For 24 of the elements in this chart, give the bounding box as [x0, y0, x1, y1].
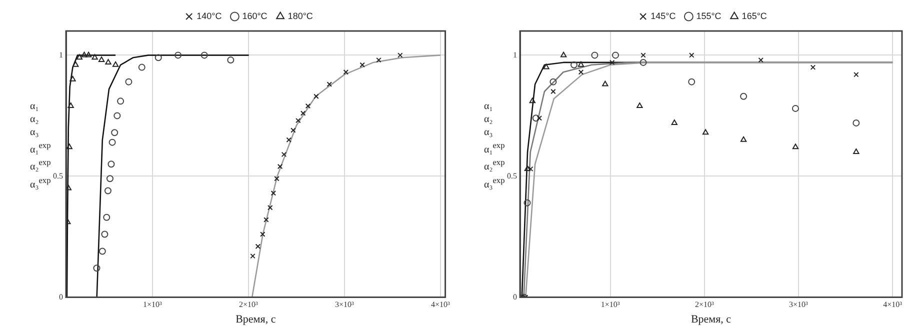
- legend-label: 145°C: [650, 10, 676, 21]
- y-tick-label: 1: [59, 50, 63, 60]
- x-axis-title: Время, с: [690, 313, 732, 326]
- x-tick-label: 1×10³: [600, 300, 620, 310]
- legend-label: 160°C: [242, 10, 268, 21]
- y-tick-label: 0.5: [53, 171, 63, 180]
- legend-label: 155°C: [696, 10, 722, 21]
- y-tick-label: 0: [59, 292, 63, 302]
- x-axis-title: Время, с: [236, 313, 276, 326]
- legend-label: 140°C: [196, 10, 222, 21]
- y-tick-label: 0.5: [507, 171, 517, 180]
- y-tick-label: 0: [513, 292, 517, 302]
- text: α₁ α₂ α₃ α₁$^{exp}$ α₂$^{exp}$ α₃$^{exp}$: [484, 101, 505, 190]
- x-tick-label: 2×10³: [694, 300, 714, 310]
- x-tick-label: 4×10³: [883, 300, 903, 310]
- x-tick-label: 2×10³: [238, 300, 258, 310]
- x-tick-label: 3×10³: [335, 300, 355, 310]
- x-tick-label: 3×10³: [789, 300, 809, 310]
- x-tick-label: 1×10³: [142, 300, 162, 310]
- legend-label: 165°C: [742, 10, 768, 21]
- x-tick-label: 4×10³: [431, 300, 451, 310]
- y-tick-label: 1: [513, 50, 517, 60]
- legend-label: 180°C: [288, 10, 314, 21]
- text: α₁ α₂ α₃ α₁$^{exp}$ α₂$^{exp}$ α₃$^{exp}$: [30, 101, 51, 190]
